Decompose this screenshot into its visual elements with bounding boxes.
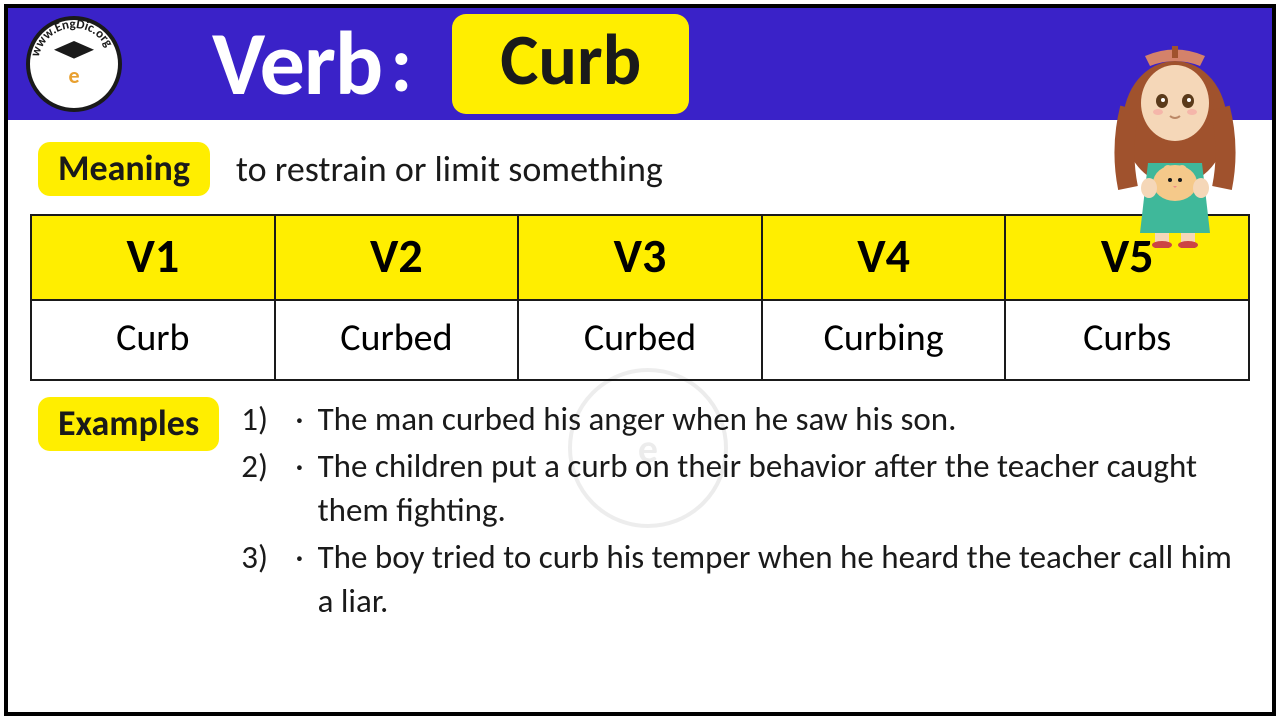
list-item: 3) · The boy tried to curb his temper wh… bbox=[241, 535, 1237, 624]
table-row: Curb Curbed Curbed Curbing Curbs bbox=[31, 300, 1249, 380]
example-number: 3) bbox=[241, 535, 281, 624]
col-v1: V1 bbox=[31, 215, 275, 300]
bullet-icon: · bbox=[295, 444, 303, 533]
col-v4: V4 bbox=[762, 215, 1006, 300]
meaning-text: to restrain or limit something bbox=[236, 147, 663, 191]
logo: www.EngDic.org e bbox=[26, 16, 122, 112]
cell-v5: Curbs bbox=[1005, 300, 1249, 380]
logo-letter: e bbox=[54, 65, 94, 87]
meaning-row: Meaning to restrain or limit something bbox=[8, 120, 1272, 214]
header-bar: www.EngDic.org e Verb : Curb bbox=[8, 8, 1272, 120]
col-v2: V2 bbox=[275, 215, 519, 300]
table-header-row: V1 V2 V3 V4 V5 bbox=[31, 215, 1249, 300]
examples-list: 1) · The man curbed his anger when he sa… bbox=[241, 397, 1237, 626]
example-text: The boy tried to curb his temper when he… bbox=[318, 535, 1238, 624]
example-text: The man curbed his anger when he saw his… bbox=[318, 397, 957, 442]
bullet-icon: · bbox=[295, 535, 303, 624]
verb-card: e www.EngDic.org e Verb : Curb bbox=[4, 4, 1276, 716]
example-number: 1) bbox=[241, 397, 281, 442]
example-number: 2) bbox=[241, 444, 281, 533]
cell-v1: Curb bbox=[31, 300, 275, 380]
list-item: 1) · The man curbed his anger when he sa… bbox=[241, 397, 1237, 442]
examples-section: Examples 1) · The man curbed his anger w… bbox=[8, 381, 1272, 626]
verb-colon: : bbox=[390, 16, 412, 113]
meaning-tag: Meaning bbox=[38, 142, 210, 196]
example-text: The children put a curb on their behavio… bbox=[318, 444, 1238, 533]
verb-label: Verb bbox=[212, 9, 382, 119]
graduation-cap-icon bbox=[54, 41, 94, 63]
list-item: 2) · The children put a curb on their be… bbox=[241, 444, 1237, 533]
cell-v2: Curbed bbox=[275, 300, 519, 380]
cell-v3: Curbed bbox=[518, 300, 762, 380]
cell-v4: Curbing bbox=[762, 300, 1006, 380]
logo-inner: e bbox=[54, 41, 94, 87]
verb-forms-table: V1 V2 V3 V4 V5 Curb Curbed Curbed Curbin… bbox=[30, 214, 1250, 381]
col-v3: V3 bbox=[518, 215, 762, 300]
girl-with-cat-illustration bbox=[1100, 38, 1250, 248]
examples-tag: Examples bbox=[38, 397, 219, 451]
verb-word: Curb bbox=[452, 14, 689, 114]
bullet-icon: · bbox=[295, 397, 303, 442]
